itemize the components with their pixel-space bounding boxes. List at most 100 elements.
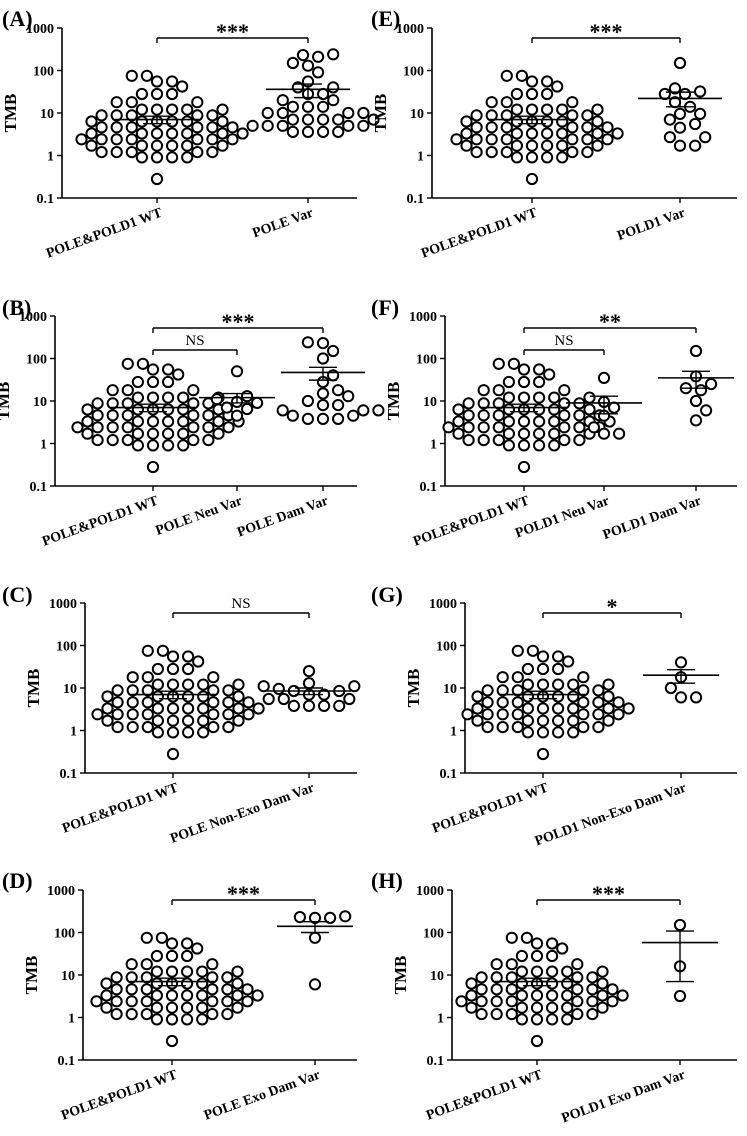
y-tick-label: 0.1 (427, 1054, 445, 1069)
data-point (327, 48, 340, 61)
data-point (221, 971, 234, 984)
data-point (591, 103, 604, 116)
data-point (571, 995, 584, 1008)
data-point (485, 146, 498, 159)
data-point (232, 690, 245, 703)
data-point (187, 434, 200, 447)
y-tick-label: 0.1 (440, 767, 458, 782)
y-tick-label: 0.1 (420, 480, 438, 495)
y-tick-label: 0.1 (30, 480, 48, 495)
data-point (177, 415, 190, 428)
data-point (191, 109, 204, 122)
data-point (162, 363, 175, 376)
data-point (475, 983, 488, 996)
data-point (232, 714, 245, 727)
data-point (663, 113, 677, 126)
data-point (191, 146, 204, 159)
data-point (231, 989, 244, 1002)
data-point (541, 139, 554, 152)
data-point (460, 139, 473, 152)
data-point (505, 971, 518, 984)
data-point (471, 714, 484, 727)
data-point (502, 375, 515, 389)
data-point (496, 671, 509, 684)
data-point (536, 747, 550, 761)
data-point (135, 127, 148, 140)
data-point (140, 995, 153, 1008)
data-point (536, 726, 550, 739)
significance-label: * (607, 594, 618, 619)
data-point (536, 662, 550, 676)
x-tick-label: POLD1 Var (615, 206, 687, 244)
data-point (317, 100, 330, 113)
data-point (541, 87, 554, 101)
y-tick-label: 1 (437, 1012, 444, 1027)
data-point (222, 684, 235, 697)
y-tick-label: 1000 (47, 884, 75, 899)
data-point (490, 1008, 503, 1021)
data-point (277, 692, 290, 706)
data-point (517, 460, 531, 474)
data-point (276, 119, 289, 132)
data-point (477, 409, 490, 422)
data-point (150, 151, 164, 164)
data-point (525, 87, 539, 101)
data-point (485, 121, 498, 134)
data-point (496, 684, 509, 697)
data-point (286, 113, 299, 126)
data-point (150, 172, 164, 186)
data-point (566, 146, 579, 159)
data-point (452, 403, 465, 416)
data-point (301, 113, 315, 126)
data-point (241, 390, 254, 403)
data-point (222, 421, 235, 434)
data-point (251, 989, 264, 1002)
data-point (562, 655, 575, 668)
data-point (166, 139, 179, 152)
data-point (317, 125, 330, 138)
data-point (699, 131, 712, 144)
data-point (196, 977, 209, 990)
data-point (525, 151, 539, 164)
data-point (316, 352, 330, 365)
data-point (566, 109, 579, 122)
y-tick-label: 1000 (26, 22, 54, 37)
data-point (187, 384, 200, 397)
data-point (232, 702, 245, 715)
data-point (673, 121, 687, 134)
data-point (541, 115, 554, 128)
data-point (100, 977, 113, 990)
data-point (197, 714, 210, 727)
data-point (611, 127, 624, 140)
data-point (316, 399, 330, 412)
data-point (526, 644, 540, 657)
data-point (140, 69, 153, 82)
data-point (573, 421, 586, 434)
data-point (492, 357, 505, 370)
data-point (166, 87, 179, 101)
data-point (561, 989, 574, 1002)
data-point (135, 87, 148, 101)
data-point (530, 989, 544, 1002)
data-point (517, 415, 531, 428)
data-point (689, 394, 703, 408)
data-point (492, 409, 505, 422)
data-point (566, 121, 579, 134)
x-tick-label: POLE&POLD1 WT (411, 493, 532, 549)
data-point (606, 995, 619, 1008)
data-point (166, 702, 180, 715)
y-tick-label: 10 (430, 969, 444, 984)
data-point (485, 133, 498, 146)
significance-label: ** (599, 309, 621, 334)
y-axis-label: TMB (24, 669, 43, 708)
data-point (502, 427, 515, 440)
data-point (141, 671, 154, 684)
data-point (460, 127, 473, 140)
data-point (162, 391, 175, 404)
significance-label: NS (231, 596, 250, 612)
data-point (220, 401, 233, 414)
data-point (567, 714, 580, 727)
data-point (673, 918, 687, 932)
